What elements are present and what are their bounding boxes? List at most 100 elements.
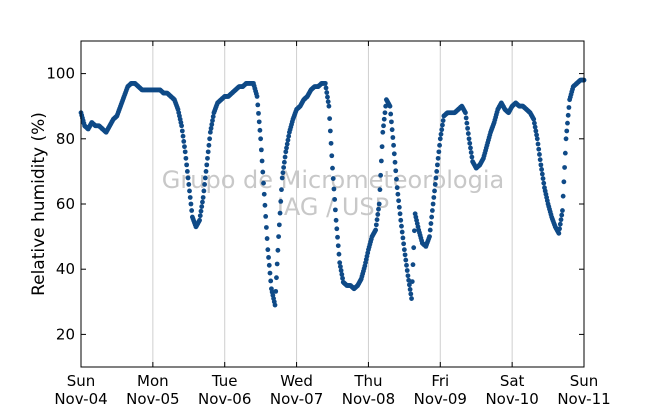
data-point (189, 208, 195, 213)
data-point (565, 120, 570, 126)
data-point (391, 142, 396, 148)
data-point (256, 119, 262, 125)
data-point (210, 114, 216, 120)
data-point (272, 302, 278, 308)
data-point (282, 154, 288, 160)
data-point (400, 235, 406, 241)
data-point (465, 125, 470, 131)
data-point (557, 226, 562, 232)
data-point (264, 236, 270, 241)
data-point (379, 144, 385, 150)
data-point (197, 213, 203, 219)
data-point (279, 175, 285, 181)
x-tick-label-day: Thu (353, 372, 382, 390)
data-point (538, 162, 544, 168)
data-point (394, 176, 399, 182)
data-point (465, 131, 471, 136)
data-point (560, 193, 566, 199)
data-point (561, 179, 567, 185)
data-point (537, 157, 543, 163)
data-point (558, 217, 564, 223)
data-point (531, 116, 537, 122)
data-point (440, 118, 446, 123)
data-point (403, 257, 409, 263)
data-point (197, 217, 202, 223)
data-point (427, 234, 432, 240)
data-point (279, 187, 284, 193)
data-point (326, 103, 332, 109)
data-point (429, 208, 435, 213)
data-point (410, 262, 416, 268)
data-point (188, 201, 194, 207)
data-point (463, 110, 468, 116)
x-tick-label-day: Fri (431, 372, 449, 390)
data-point (430, 201, 436, 207)
data-point (411, 245, 417, 251)
data-point (210, 118, 215, 123)
data-point (464, 120, 470, 126)
data-point (468, 145, 473, 151)
data-point (281, 159, 287, 165)
data-point (329, 153, 335, 159)
data-point (393, 168, 399, 174)
data-point (186, 182, 192, 187)
data-point (440, 122, 445, 128)
data-point (258, 136, 264, 142)
data-point (428, 221, 434, 226)
data-point (331, 186, 337, 192)
data-point (184, 169, 190, 174)
data-point (565, 112, 571, 118)
data-point (187, 195, 193, 200)
data-point (202, 175, 208, 181)
data-point (377, 187, 383, 193)
x-tick-label-date: Nov-05 (126, 390, 179, 408)
data-point (534, 132, 539, 138)
x-tick-label-date: Nov-11 (557, 390, 610, 408)
data-point (378, 158, 384, 164)
data-point (435, 162, 440, 168)
data-point (183, 155, 189, 161)
data-point (274, 275, 279, 281)
data-point (286, 133, 292, 139)
data-point (408, 291, 414, 297)
data-point (437, 136, 443, 142)
data-point (409, 279, 415, 284)
data-point (259, 158, 265, 164)
data-point (276, 234, 282, 240)
data-point (262, 202, 268, 208)
data-point (388, 111, 394, 117)
data-point (401, 247, 407, 253)
data-point (185, 175, 191, 181)
data-point (404, 262, 409, 268)
data-point (339, 272, 345, 277)
data-point (180, 133, 186, 139)
data-point (328, 140, 334, 146)
data-point (397, 211, 403, 217)
data-point (333, 217, 339, 223)
watermark: Grupo de Micrometeorologia IAG / USP (162, 166, 504, 221)
data-point (181, 139, 187, 144)
data-point (405, 273, 411, 279)
data-point (378, 172, 384, 178)
data-point (396, 198, 402, 204)
data-point (199, 204, 205, 210)
data-point (327, 116, 333, 121)
data-point (398, 217, 404, 223)
data-point (324, 90, 330, 95)
data-point (274, 261, 280, 267)
data-point (325, 99, 331, 105)
data-point (179, 123, 185, 129)
y-tick-label: 20 (56, 325, 75, 343)
data-point (399, 223, 404, 229)
data-point (532, 120, 537, 126)
data-point (537, 152, 542, 157)
x-tick-label-date: Nov-04 (54, 390, 107, 408)
data-point (201, 188, 207, 194)
data-point (380, 129, 386, 135)
data-point (332, 207, 338, 213)
data-point (265, 247, 271, 253)
data-point (469, 154, 475, 160)
data-point (200, 195, 206, 200)
data-point (432, 182, 438, 187)
data-point (382, 110, 388, 116)
